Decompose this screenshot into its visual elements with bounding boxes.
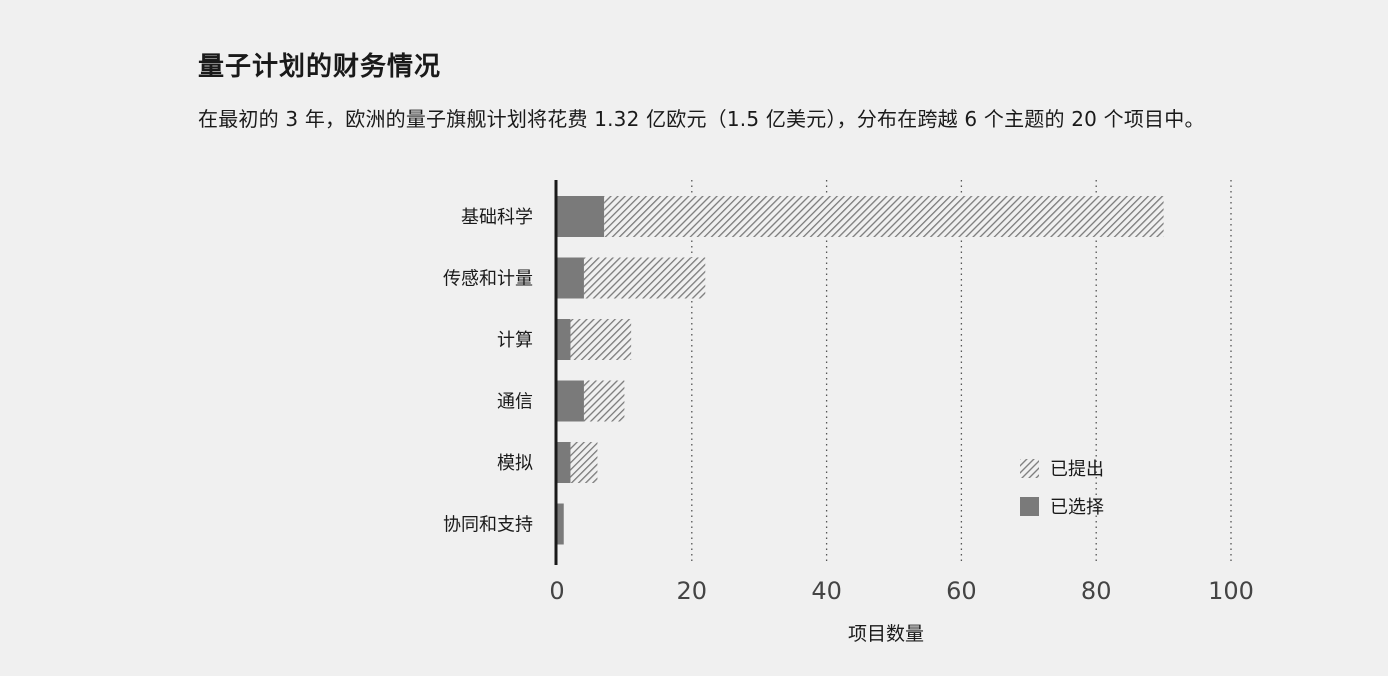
x-axis-title: 项目数量: [848, 623, 924, 645]
bar-proposed-1: [583, 257, 706, 299]
legend-swatch-1: [1020, 497, 1039, 516]
bar-selected-3: [557, 380, 584, 422]
category-label-2: 计算: [497, 330, 533, 351]
bar-selected-5: [557, 503, 564, 545]
bar-proposed-4: [570, 442, 598, 483]
bar-selected-1: [557, 257, 584, 299]
legend-swatch-0: [1020, 459, 1039, 478]
category-label-5: 协同和支持: [443, 515, 533, 536]
x-tick-label-0: 0: [549, 577, 564, 605]
legend-label-0: 已提出: [1050, 459, 1104, 480]
x-tick-label-60: 60: [946, 577, 977, 605]
bar-proposed-3: [583, 380, 625, 422]
bar-selected-2: [557, 319, 571, 360]
bar-proposed-2: [570, 319, 632, 360]
category-label-3: 通信: [497, 392, 533, 413]
x-tick-label-20: 20: [677, 577, 708, 605]
bars: [557, 196, 1164, 545]
grid-lines: [691, 180, 1232, 565]
x-tick-label-40: 40: [811, 577, 842, 605]
category-label-0: 基础科学: [461, 207, 533, 228]
x-tick-label-100: 100: [1208, 577, 1254, 605]
bar-selected-0: [557, 196, 605, 237]
chart-title: 量子计划的财务情况: [198, 52, 442, 82]
x-tick-labels: 0 20 40 60 80 100: [549, 577, 1254, 605]
legend-label-1: 已选择: [1050, 497, 1104, 518]
category-label-1: 传感和计量: [443, 269, 533, 290]
bar-proposed-0: [604, 196, 1164, 237]
category-label-4: 模拟: [497, 453, 533, 474]
bar-selected-4: [557, 442, 571, 483]
x-tick-label-80: 80: [1081, 577, 1112, 605]
chart-subtitle: 在最初的 3 年，欧洲的量子旗舰计划将花费 1.32 亿欧元（1.5 亿美元），…: [198, 107, 1205, 131]
